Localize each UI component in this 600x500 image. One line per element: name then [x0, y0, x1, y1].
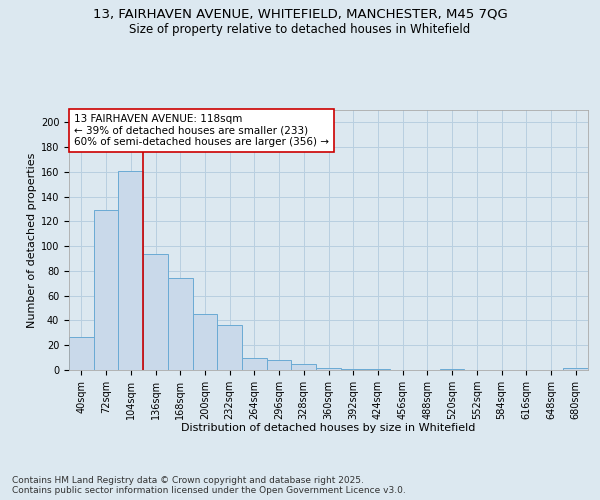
Bar: [341, 369, 365, 370]
X-axis label: Distribution of detached houses by size in Whitefield: Distribution of detached houses by size …: [181, 424, 476, 434]
Bar: [143, 254, 168, 370]
Bar: [292, 364, 316, 370]
Text: 13 FAIRHAVEN AVENUE: 118sqm
← 39% of detached houses are smaller (233)
60% of se: 13 FAIRHAVEN AVENUE: 118sqm ← 39% of det…: [74, 114, 329, 147]
Text: Contains HM Land Registry data © Crown copyright and database right 2025.
Contai: Contains HM Land Registry data © Crown c…: [12, 476, 406, 495]
Bar: [365, 369, 390, 370]
Bar: [94, 210, 118, 370]
Bar: [168, 278, 193, 370]
Bar: [316, 368, 341, 370]
Text: Size of property relative to detached houses in Whitefield: Size of property relative to detached ho…: [130, 22, 470, 36]
Bar: [267, 360, 292, 370]
Bar: [69, 336, 94, 370]
Text: 13, FAIRHAVEN AVENUE, WHITEFIELD, MANCHESTER, M45 7QG: 13, FAIRHAVEN AVENUE, WHITEFIELD, MANCHE…: [92, 8, 508, 20]
Bar: [242, 358, 267, 370]
Bar: [118, 170, 143, 370]
Bar: [193, 314, 217, 370]
Y-axis label: Number of detached properties: Number of detached properties: [26, 152, 37, 328]
Bar: [217, 326, 242, 370]
Bar: [440, 369, 464, 370]
Bar: [563, 368, 588, 370]
